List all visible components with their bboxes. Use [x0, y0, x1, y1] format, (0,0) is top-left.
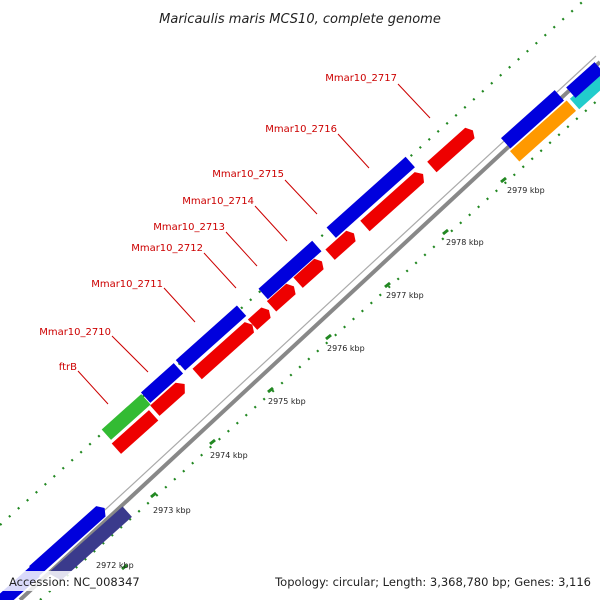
gene-arrow [325, 230, 356, 260]
gene-label-ftrB: ftrB [59, 362, 77, 373]
major-tick-2972 [121, 563, 128, 571]
connector-Mmar10_2710 [111, 335, 149, 373]
gene-red-4 [247, 307, 271, 330]
connector-Mmar10_2716 [337, 133, 370, 169]
backbone-inner [13, 55, 597, 595]
accession-text: Accession: NC_008347 [9, 575, 140, 589]
kbp-label-2979: 2979 kbp [507, 186, 545, 195]
gene-arrow [111, 410, 159, 454]
major-tick-2979 [500, 176, 507, 184]
gene-red-9 [427, 127, 475, 173]
major-tick-2973 [150, 491, 157, 499]
gene-upper-right-cyan [569, 72, 600, 110]
backbone-outer [18, 60, 600, 600]
gene-arrow [266, 283, 296, 312]
gene-upper-right-blue [501, 90, 565, 149]
kbp-label-2978: 2978 kbp [446, 238, 484, 247]
kbp-label-2972: 2972 kbp [96, 561, 134, 570]
gene-arrow [293, 258, 324, 288]
gene-arrow [258, 240, 322, 300]
connector-Mmar10_2714 [254, 205, 288, 242]
major-tick-2974 [209, 438, 216, 446]
gene-ftrB [101, 394, 151, 440]
connector-ftrB [77, 370, 109, 405]
connector-Mmar10_2712 [203, 252, 237, 289]
major-tick-2977 [384, 281, 391, 289]
gene-Mmar10_2710 [140, 363, 184, 403]
gene-label-Mmar10_2711: Mmar10_2711 [91, 279, 163, 290]
kbp-label-2976: 2976 kbp [327, 344, 365, 353]
kbp-label-2973: 2973 kbp [153, 506, 191, 515]
gene-red-7 [325, 230, 356, 260]
gene-label-Mmar10_2715: Mmar10_2715 [212, 169, 284, 180]
major-tick-2975 [267, 386, 274, 394]
gene-Mmar10_2711 [175, 305, 247, 371]
footer-backdrop [0, 571, 600, 591]
gene-red-2 [150, 382, 185, 416]
gene-label-Mmar10_2714: Mmar10_2714 [182, 196, 254, 207]
minor-tick-track-lower [39, 97, 600, 600]
gene-arrow [48, 506, 132, 581]
connector-Mmar10_2717 [397, 83, 431, 119]
connector-Mmar10_2715 [284, 179, 318, 215]
gene-arrow [101, 394, 151, 440]
gene-arrow [501, 90, 565, 149]
gene-red-5 [266, 283, 296, 312]
gene-arrow [192, 322, 255, 380]
gene-label-Mmar10_2712: Mmar10_2712 [131, 243, 203, 254]
gene-arrow [150, 382, 185, 416]
connector-Mmar10_2711 [163, 287, 196, 323]
gene-label-Mmar10_2717: Mmar10_2717 [325, 73, 397, 84]
gene-lower-left-dark [48, 506, 132, 581]
map-title: Maricaulis maris MCS10, complete genome [159, 12, 441, 27]
gene-arrow [566, 62, 600, 98]
gene-label-Mmar10_2713: Mmar10_2713 [153, 222, 225, 233]
kbp-label-2977: 2977 kbp [386, 291, 424, 300]
gene-arrow [140, 363, 184, 403]
major-tick-2978 [442, 228, 449, 236]
gene-arrow [510, 100, 576, 162]
gene-label-Mmar10_2716: Mmar10_2716 [265, 124, 337, 135]
gene-red-6 [293, 258, 324, 288]
gene-arrow [326, 156, 415, 238]
kbp-label-2974: 2974 kbp [210, 451, 248, 460]
gene-arrow [247, 307, 271, 330]
gene-red-3 [192, 322, 255, 380]
gene-red-1 [111, 410, 159, 454]
gene-arrow [569, 72, 600, 110]
gene-arrow [360, 172, 425, 232]
gene-label-Mmar10_2710: Mmar10_2710 [39, 327, 111, 338]
gene-arrow [427, 127, 475, 173]
gene-arrow [175, 305, 247, 371]
gene-Mmar10_2715 [326, 156, 415, 238]
gene-Mmar10_2713 [258, 240, 322, 300]
major-tick-2976 [325, 333, 332, 341]
gene-upper-right-edge [566, 62, 600, 98]
connector-Mmar10_2713 [225, 231, 258, 267]
gene-red-8 [360, 172, 425, 232]
gene-upper-right-orange [510, 100, 576, 162]
gene-arrow [29, 506, 106, 577]
gene-lower-left-blue [29, 506, 106, 577]
kbp-label-2975: 2975 kbp [268, 397, 306, 406]
genome-summary-text: Topology: circular; Length: 3,368,780 bp… [274, 575, 591, 589]
